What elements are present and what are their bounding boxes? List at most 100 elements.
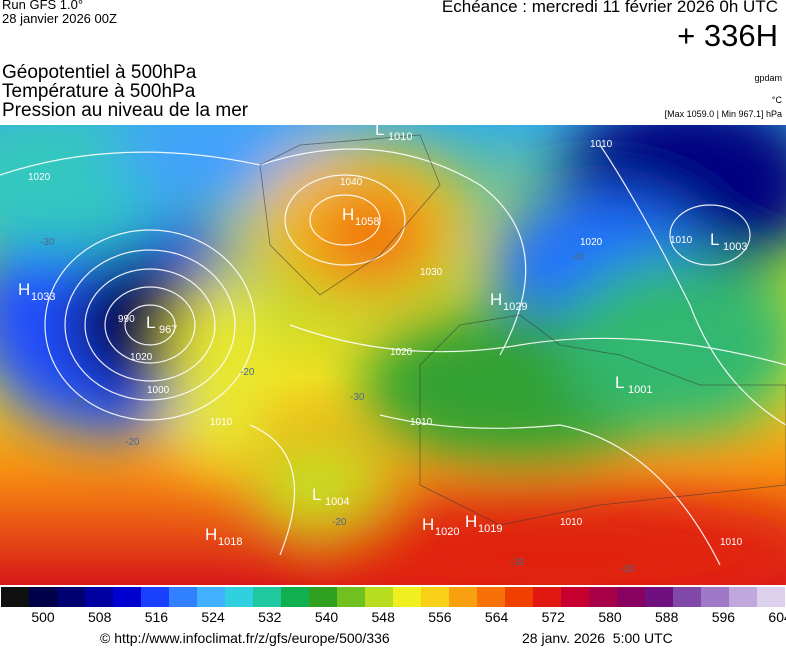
color-scale-label: 516 bbox=[144, 609, 169, 625]
color-swatch bbox=[337, 587, 365, 607]
color-scale-label: 588 bbox=[655, 609, 679, 625]
pressure-center-value: 1004 bbox=[325, 496, 349, 508]
color-scale-label: 564 bbox=[484, 609, 509, 625]
color-scale-label: 508 bbox=[88, 609, 112, 625]
isobar-label: 1010 bbox=[410, 417, 433, 428]
title-line: Pression au niveau de la mer bbox=[2, 100, 249, 121]
pressure-center-letter: L bbox=[312, 485, 321, 504]
color-swatch bbox=[757, 587, 785, 607]
temperature-label: -30 bbox=[40, 237, 55, 248]
unit-label: [Max 1059.0 | Min 967.1] hPa bbox=[664, 109, 782, 119]
pressure-center-letter: H bbox=[465, 512, 477, 531]
color-swatch bbox=[477, 587, 505, 607]
color-swatch bbox=[673, 587, 701, 607]
isobar-label: 990 bbox=[118, 314, 135, 325]
color-swatch bbox=[141, 587, 169, 607]
temperature-label: -20 bbox=[240, 367, 255, 378]
temperature-label: -20 bbox=[332, 517, 347, 528]
pressure-center-value: 1029 bbox=[503, 301, 527, 313]
isobar-label: 1020 bbox=[130, 352, 153, 363]
color-scale-label: 532 bbox=[258, 609, 282, 625]
color-swatch bbox=[533, 587, 561, 607]
color-swatch bbox=[589, 587, 617, 607]
color-scale-label: 580 bbox=[598, 609, 622, 625]
color-swatch bbox=[701, 587, 729, 607]
isobar-label: 1020 bbox=[390, 347, 413, 358]
isobar-label: 1010 bbox=[210, 417, 233, 428]
color-scale-label: 500 bbox=[31, 609, 55, 625]
pressure-center-value: 1001 bbox=[628, 384, 652, 396]
pressure-center-value: 1020 bbox=[435, 526, 459, 538]
run-label: Run GFS 1.0° bbox=[2, 0, 84, 12]
color-swatch bbox=[113, 587, 141, 607]
color-swatch bbox=[281, 587, 309, 607]
title-line: Géopotentiel à 500hPa bbox=[2, 62, 197, 83]
pressure-center-letter: L bbox=[615, 373, 624, 392]
color-swatch bbox=[309, 587, 337, 607]
color-swatch bbox=[29, 587, 57, 607]
pressure-center-value: 1058 bbox=[355, 216, 379, 228]
pressure-center-letter: L bbox=[375, 125, 384, 139]
pressure-center-letter: H bbox=[205, 525, 217, 544]
isobar-label: 1020 bbox=[580, 237, 603, 248]
temperature-label: -20 bbox=[125, 437, 140, 448]
pressure-center-value: 967 bbox=[159, 324, 177, 336]
pressure-center-value: 1003 bbox=[723, 241, 747, 253]
unit-label: °C bbox=[771, 95, 782, 105]
color-swatch bbox=[225, 587, 253, 607]
color-swatch bbox=[169, 587, 197, 607]
pressure-center-value: 1018 bbox=[218, 536, 242, 548]
color-swatch bbox=[645, 587, 673, 607]
run-date: 28 janvier 2026 00Z bbox=[2, 11, 117, 26]
pressure-center-letter: L bbox=[710, 230, 719, 249]
isobar-label: 1000 bbox=[147, 385, 170, 396]
color-scale bbox=[1, 587, 785, 607]
pressure-center-letter: H bbox=[18, 280, 30, 299]
color-swatch bbox=[617, 587, 645, 607]
pressure-center-letter: H bbox=[422, 515, 434, 534]
title-line: Température à 500hPa bbox=[2, 81, 196, 102]
color-scale-label: 572 bbox=[541, 609, 565, 625]
color-scale-label: 540 bbox=[314, 609, 339, 625]
pressure-center-value: 1010 bbox=[388, 131, 412, 143]
color-swatch bbox=[197, 587, 225, 607]
lead-time: + 336H bbox=[677, 18, 778, 53]
temperature-label: -10 bbox=[620, 564, 635, 575]
color-swatch bbox=[393, 587, 421, 607]
isobar-label: 1040 bbox=[340, 177, 363, 188]
temperature-label: -30 bbox=[70, 397, 85, 408]
isobar-label: 1010 bbox=[590, 139, 613, 150]
temperature-label: -30 bbox=[350, 392, 365, 403]
color-swatch bbox=[1, 587, 29, 607]
color-swatch bbox=[449, 587, 477, 607]
color-scale-label: 596 bbox=[711, 609, 736, 625]
color-scale-label: 604 bbox=[768, 609, 786, 625]
isobar-label: 1020 bbox=[28, 172, 51, 183]
color-swatch bbox=[57, 587, 85, 607]
isobar-label: 1010 bbox=[560, 517, 583, 528]
color-swatch bbox=[365, 587, 393, 607]
temperature-label: -10 bbox=[510, 557, 525, 568]
color-swatch bbox=[253, 587, 281, 607]
color-scale-label: 524 bbox=[201, 609, 225, 625]
pressure-center-letter: H bbox=[342, 205, 354, 224]
pressure-center-value: 1033 bbox=[31, 291, 55, 303]
temperature-label: -40 bbox=[570, 252, 585, 263]
color-swatch bbox=[729, 587, 757, 607]
pressure-center-value: 1019 bbox=[478, 523, 502, 535]
isobar-label: 1010 bbox=[670, 235, 693, 246]
color-scale-label: 548 bbox=[371, 609, 395, 625]
isobar-label: 1030 bbox=[420, 267, 443, 278]
valid-time: Echéance : mercredi 11 février 2026 0h U… bbox=[441, 0, 778, 16]
isobar-label: 1010 bbox=[720, 537, 743, 548]
color-swatch bbox=[421, 587, 449, 607]
color-scale-label: 556 bbox=[428, 609, 452, 625]
unit-label: gpdam bbox=[754, 73, 782, 83]
generated-time: 28 janv. 2026 5:00 UTC bbox=[522, 630, 673, 646]
pressure-center-letter: H bbox=[490, 290, 502, 309]
pressure-center-letter: L bbox=[146, 313, 155, 332]
color-swatch bbox=[85, 587, 113, 607]
color-swatch bbox=[505, 587, 533, 607]
